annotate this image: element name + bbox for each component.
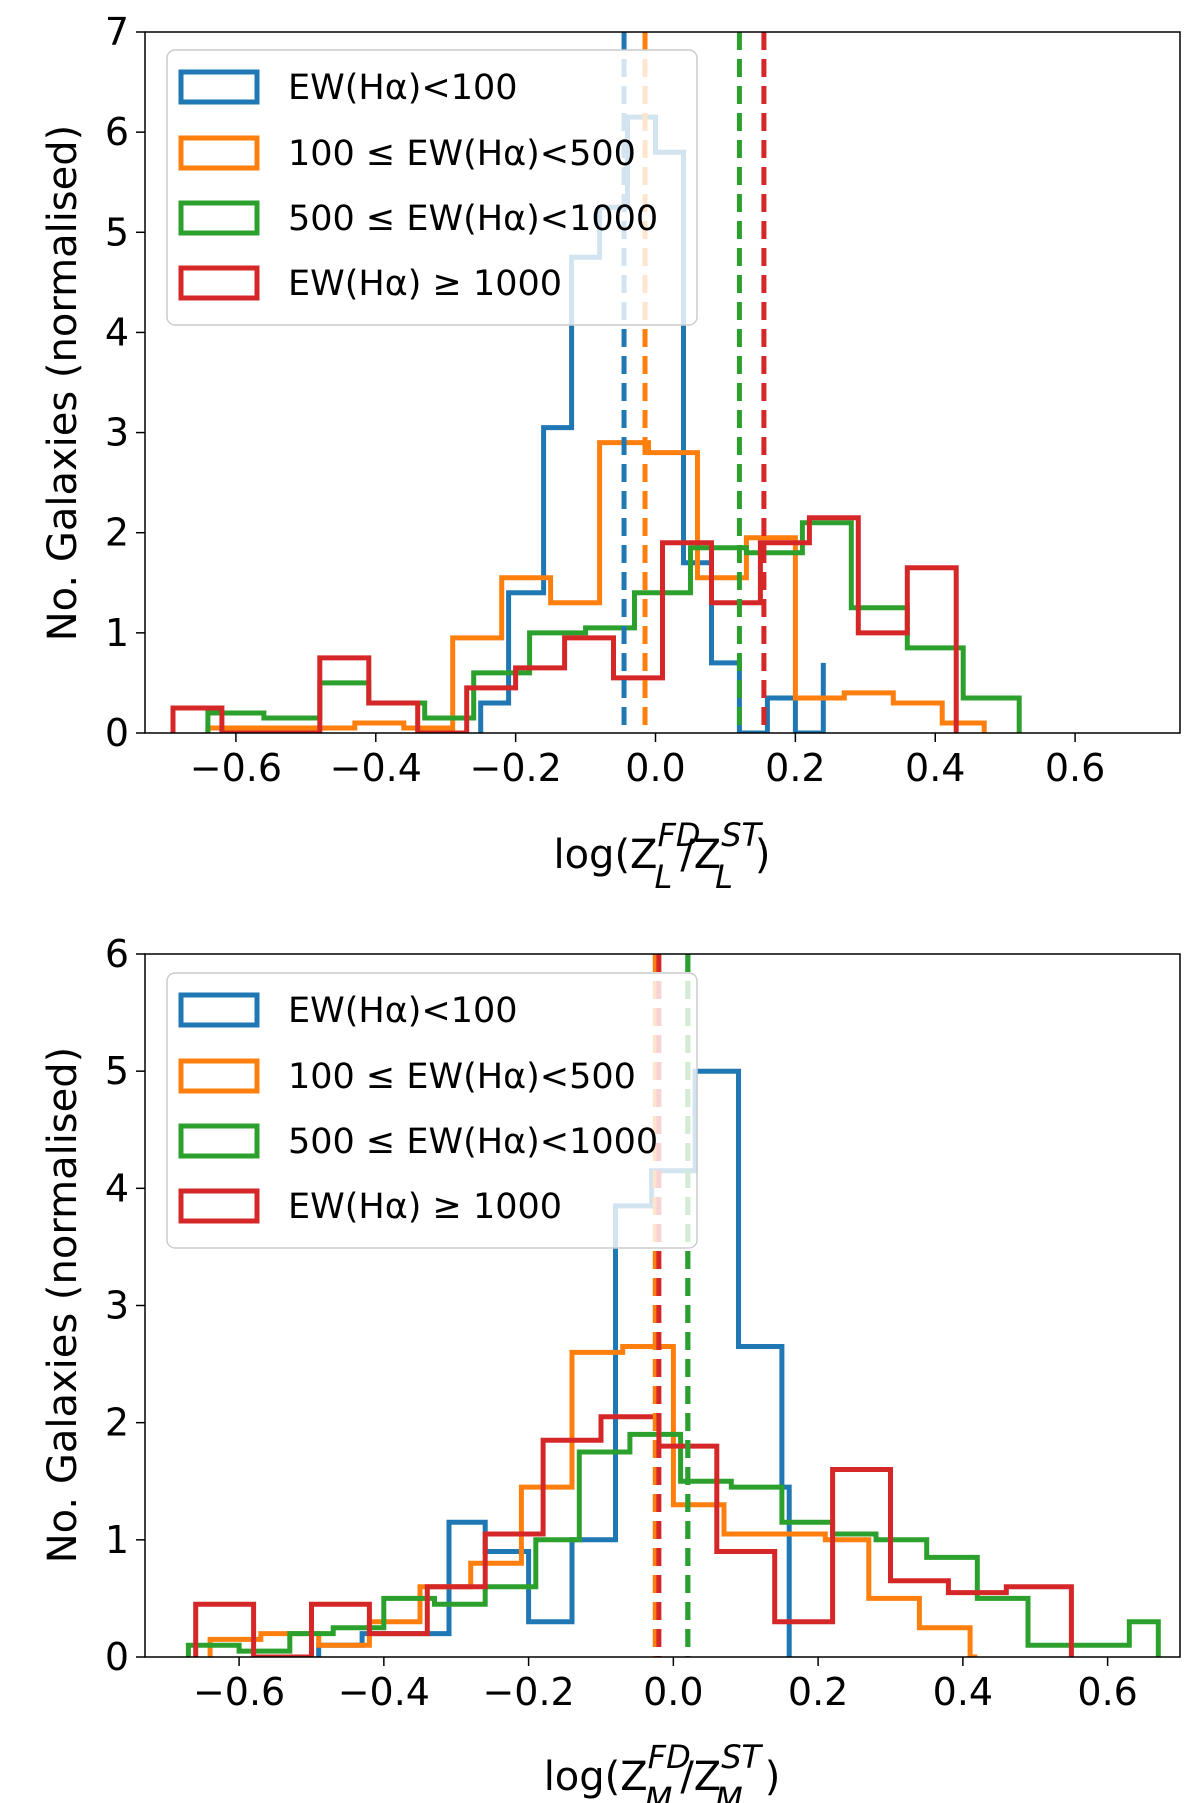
top-ytick-label: 6 [105,110,129,154]
top-x-label-close: ) [755,832,771,878]
bottom-x-label-prefix: log(Z [544,1754,648,1800]
bottom-x-label-sup-den: ST [721,1738,763,1776]
top-x-axis-label: log(ZFD L/ZST L) [553,816,770,896]
top-ytick-label: 4 [105,310,129,354]
bottom-y-axis-label: No. Galaxies (normalised) [40,1047,86,1564]
top-axes-frame [144,31,1181,734]
top-x-label-sub-den: L [715,858,733,896]
bot-xtick-label: −0.4 [338,1670,430,1714]
bot-hist-green [185,1431,1161,1657]
bottom-x-label-sub-num: M [645,1780,673,1803]
top-legend-label-blue: EW(Hα)<100 [288,68,518,108]
top-legend-label-green: 500 ≤ EW(Hα)<1000 [288,199,658,239]
top-ytick-label: 5 [105,210,129,254]
bottom-legend-swatch-red [178,1188,260,1224]
bot-xtick-label: 0.6 [1077,1670,1137,1714]
bot-ytick-label: 4 [105,1166,129,1210]
top-legend-label-red: EW(Hα) ≥ 1000 [288,264,562,304]
top-xtick-label: −0.6 [190,746,282,790]
top-x-label-sup-den: ST [721,816,763,854]
bot-hist-orange [207,1344,978,1657]
bot-ytick-label: 0 [105,1635,129,1679]
bottom-legend-swatch-blue [178,992,260,1028]
bottom-ticks: −0.6 −0.4 −0.2 0.0 0.2 0.4 0.6 0 1 2 3 4 5 6 [105,932,1138,1714]
bottom-legend-label-orange: 100 ≤ EW(Hα)<500 [288,1057,636,1097]
bot-ytick-label: 5 [105,1049,129,1093]
top-legend-swatch-blue [178,69,260,105]
bottom-x-label-sup-num: FD [648,1738,691,1776]
top-ytick-label: 1 [105,611,129,655]
bot-xtick-label: −0.2 [482,1670,574,1714]
top-xtick-label: 0.0 [625,746,685,790]
top-xtick-label: 0.6 [1045,746,1105,790]
bottom-legend-swatch-green [178,1123,260,1159]
bot-xtick-label: 0.4 [933,1670,993,1714]
top-panel: −0.6 −0.4 −0.2 0.0 0.2 0.4 0.6 0 1 2 3 4 5 6 7 EW(Hα)<… [40,10,1181,896]
bot-xtick-label: −0.6 [193,1670,285,1714]
top-ytick-label: 7 [105,10,129,54]
bottom-legend-label-red: EW(Hα) ≥ 1000 [288,1187,562,1227]
bottom-x-label-sub-den: M [715,1780,743,1803]
top-xtick-label: 0.2 [765,746,825,790]
top-legend-label-orange: 100 ≤ EW(Hα)<500 [288,134,636,174]
bottom-legend-swatch-orange [178,1058,260,1094]
top-xtick-label: −0.2 [470,746,562,790]
top-y-axis-label: No. Galaxies (normalised) [40,125,86,642]
top-xtick-label: 0.4 [905,746,965,790]
bot-ytick-label: 6 [105,932,129,976]
bottom-axes-frame [144,953,1181,1658]
bottom-legend-box [166,972,698,1249]
top-hist-red [170,515,959,733]
top-x-label-sub-num: L [655,858,673,896]
bot-xtick-label: 0.0 [643,1670,703,1714]
top-legend-box [166,49,698,326]
bottom-legend: EW(Hα)<100 100 ≤ EW(Hα)<500 500 ≤ EW(Hα)… [166,972,698,1249]
bot-xtick-label: 0.2 [788,1670,848,1714]
top-legend-swatch-green [178,200,260,236]
bottom-legend-label-blue: EW(Hα)<100 [288,991,518,1031]
top-ticks: −0.6 −0.4 −0.2 0.0 0.2 0.4 0.6 0 1 2 3 4 5 6 7 [105,10,1106,790]
bot-ytick-label: 3 [105,1284,129,1328]
bottom-legend-label-green: 500 ≤ EW(Hα)<1000 [288,1122,658,1162]
bottom-histograms [185,1068,1161,1657]
top-ytick-label: 0 [105,711,129,755]
bottom-x-label-close: ) [765,1754,781,1800]
top-ytick-label: 2 [105,511,129,555]
bottom-x-axis-label: log(ZFD M/ZST M) [544,1738,781,1803]
bottom-panel: −0.6 −0.4 −0.2 0.0 0.2 0.4 0.6 0 1 2 3 4 5 6 EW(Hα)<1… [40,932,1181,1803]
bot-ytick-label: 2 [105,1401,129,1445]
bot-hist-red [193,1414,1074,1657]
bot-ytick-label: 1 [105,1518,129,1562]
top-hist-green [205,520,1022,733]
top-x-label-prefix: log(Z [553,832,657,878]
top-legend-swatch-orange [178,135,260,171]
top-legend-swatch-red [178,265,260,301]
top-legend: EW(Hα)<100 100 ≤ EW(Hα)<500 500 ≤ EW(Hα)… [166,49,698,326]
top-xtick-label: −0.4 [330,746,422,790]
top-x-label-sup-num: FD [657,816,700,854]
top-ytick-label: 3 [105,411,129,455]
